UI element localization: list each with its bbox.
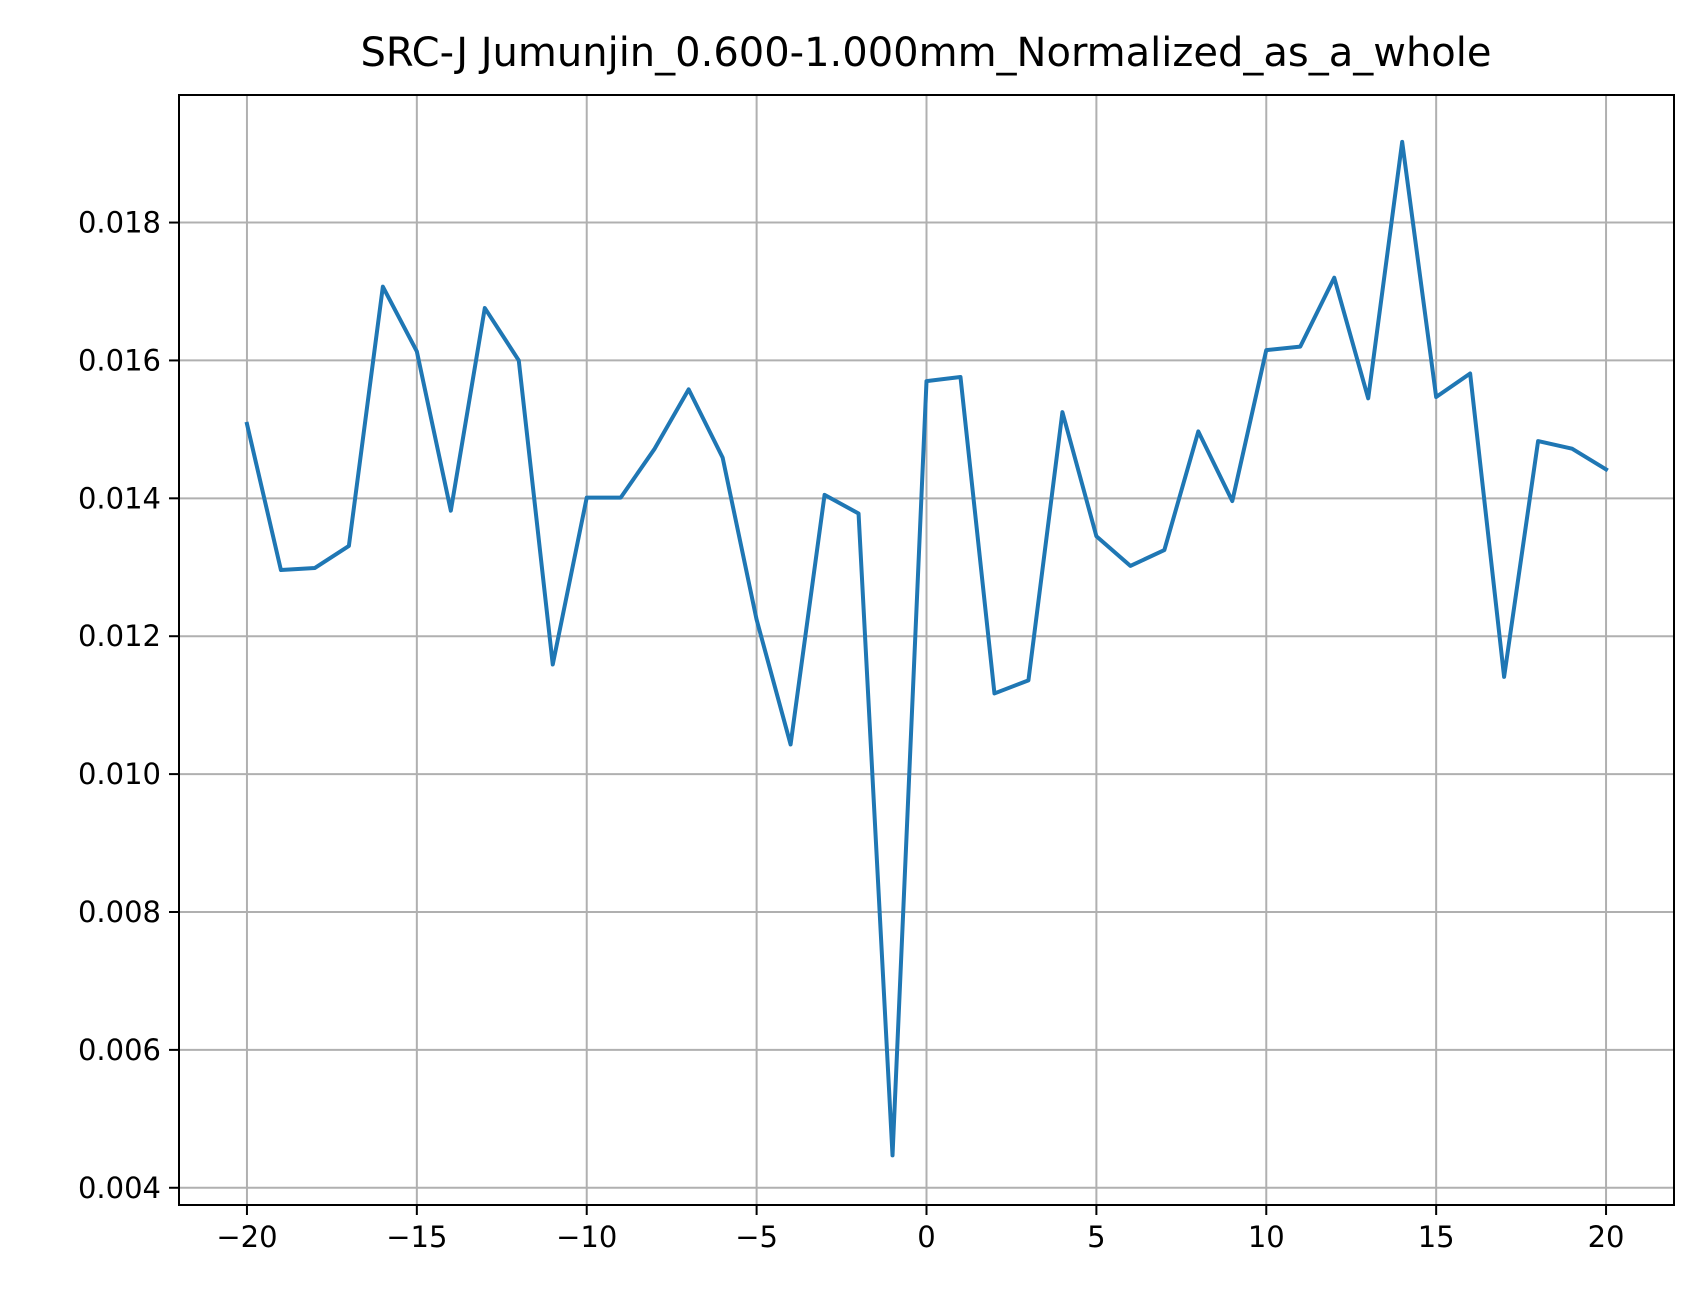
- y-tick-label: 0.016: [78, 343, 161, 377]
- series-line: [244, 139, 1609, 1158]
- y-tick-label: 0.012: [78, 619, 161, 653]
- x-tick-label: 5: [1087, 1220, 1105, 1254]
- x-tick-label: −5: [735, 1220, 778, 1254]
- y-tick-label: 0.010: [78, 757, 161, 791]
- x-tick-label: −20: [216, 1220, 277, 1254]
- x-tick-label: 10: [1248, 1220, 1285, 1254]
- chart-title: SRC-J Jumunjin_0.600-1.000mm_Normalized_…: [360, 30, 1491, 76]
- x-tick-label: −15: [386, 1220, 447, 1254]
- y-tick-label: 0.014: [78, 481, 161, 515]
- axis-ticks: −20 −15 −10 −5 0 5 10 15 20 0.004 0.006 0.008 0.010 0…: [78, 206, 1625, 1254]
- y-tick-label: 0.006: [78, 1033, 161, 1067]
- y-tick-label: 0.004: [78, 1171, 161, 1205]
- x-tick-label: −10: [556, 1220, 617, 1254]
- y-tick-label: 0.008: [78, 895, 161, 929]
- series-layer: [244, 139, 1609, 1158]
- grid: [179, 95, 1674, 1205]
- x-tick-label: 15: [1418, 1220, 1455, 1254]
- y-tick-label: 0.018: [78, 206, 161, 240]
- x-tick-label: 0: [917, 1220, 935, 1254]
- x-tick-label: 20: [1588, 1220, 1625, 1254]
